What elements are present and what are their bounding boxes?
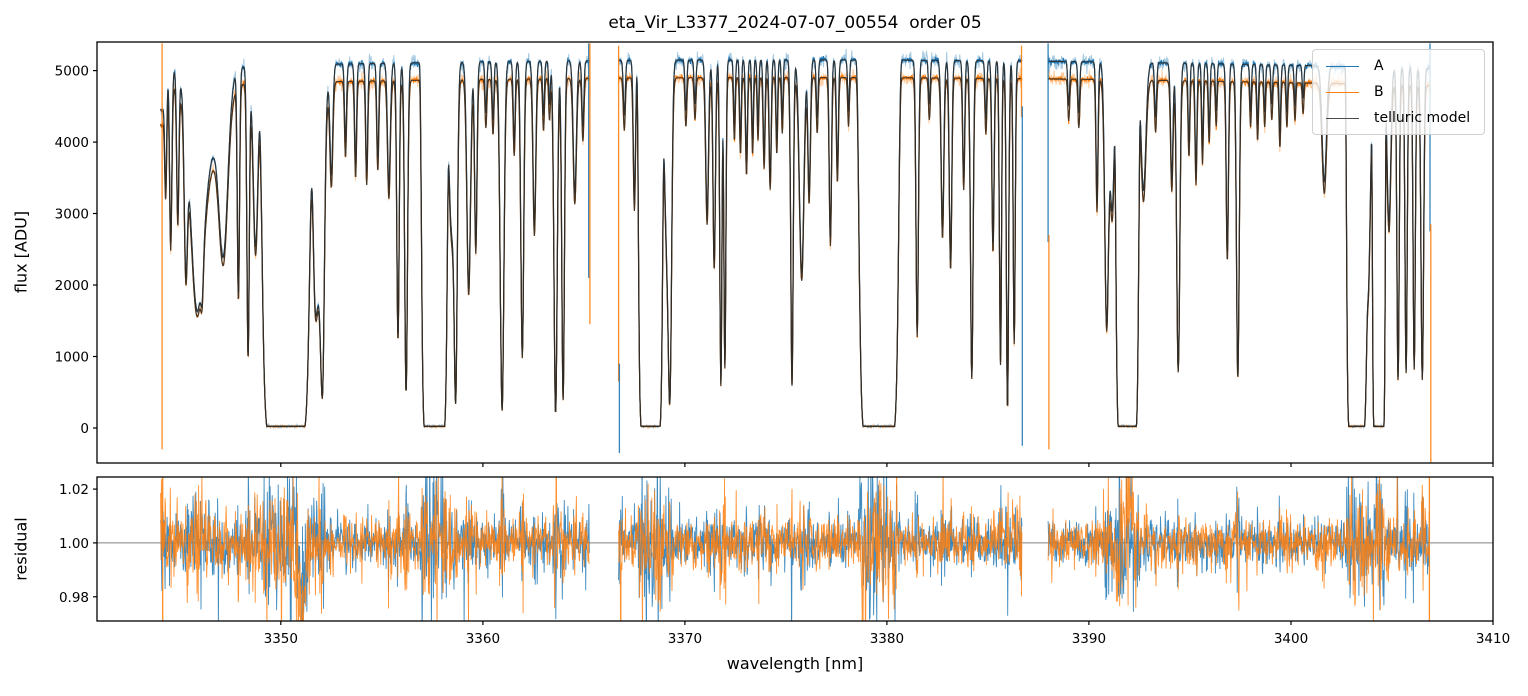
legend-label-b: B	[1374, 84, 1384, 100]
legend-line-sample-b	[1326, 91, 1359, 93]
wavelength-x-tick-label: 3360	[466, 631, 500, 647]
legend-entry-b: B	[1321, 82, 1476, 102]
wavelength-x-tick-label: 3410	[1476, 631, 1510, 647]
legend-line-sample-telluric-model	[1326, 117, 1359, 119]
wavelength-x-tick-label: 3390	[1072, 631, 1106, 647]
wavelength-x-tick-label: 3350	[264, 631, 298, 647]
legend-label-a: A	[1374, 58, 1384, 74]
legend-line-sample-a	[1326, 65, 1359, 67]
residual-y-tick-label: 1.02	[59, 482, 89, 498]
residual-y-tick-label: 0.98	[59, 590, 89, 606]
residual-b-trace	[160, 477, 1430, 621]
wavelength-axis-label: wavelength [nm]	[726, 654, 864, 673]
flux-panel	[160, 43, 1432, 463]
axes: 0 1000 2000 3000 4000 5000 0.98 1.00 1.02 3350 336…	[55, 41, 1510, 647]
legend-entry-telluric-model: telluric model	[1321, 108, 1476, 128]
residual-panel	[97, 477, 1493, 621]
flux-axes-frame	[96, 41, 1494, 464]
wavelength-x-tick-label: 3370	[668, 631, 702, 647]
legend: A B telluric model	[1312, 49, 1485, 135]
wavelength-x-tick-label: 3400	[1274, 631, 1308, 647]
plot-title: eta_Vir_L3377_2024-07-07_00554 order 05	[608, 13, 982, 33]
residual-y-tick-label: 1.00	[59, 536, 89, 552]
residual-axis-label: residual	[11, 517, 31, 581]
flux-y-tick-label: 4000	[55, 135, 89, 151]
flux-axis-label: flux [ADU]	[11, 210, 31, 294]
flux-y-tick-label: 2000	[55, 278, 89, 294]
legend-entry-a: A	[1321, 56, 1476, 76]
flux-y-tick-label: 1000	[55, 350, 89, 366]
flux-y-tick-label: 5000	[55, 64, 89, 80]
legend-label-telluric-model: telluric model	[1374, 110, 1471, 126]
wavelength-x-tick-label: 3380	[870, 631, 904, 647]
telluric-model-b-trace	[160, 76, 1430, 427]
residual-axes-frame	[96, 476, 1494, 622]
flux-y-tick-label: 3000	[55, 207, 89, 223]
flux-y-tick-label: 0	[80, 421, 89, 437]
